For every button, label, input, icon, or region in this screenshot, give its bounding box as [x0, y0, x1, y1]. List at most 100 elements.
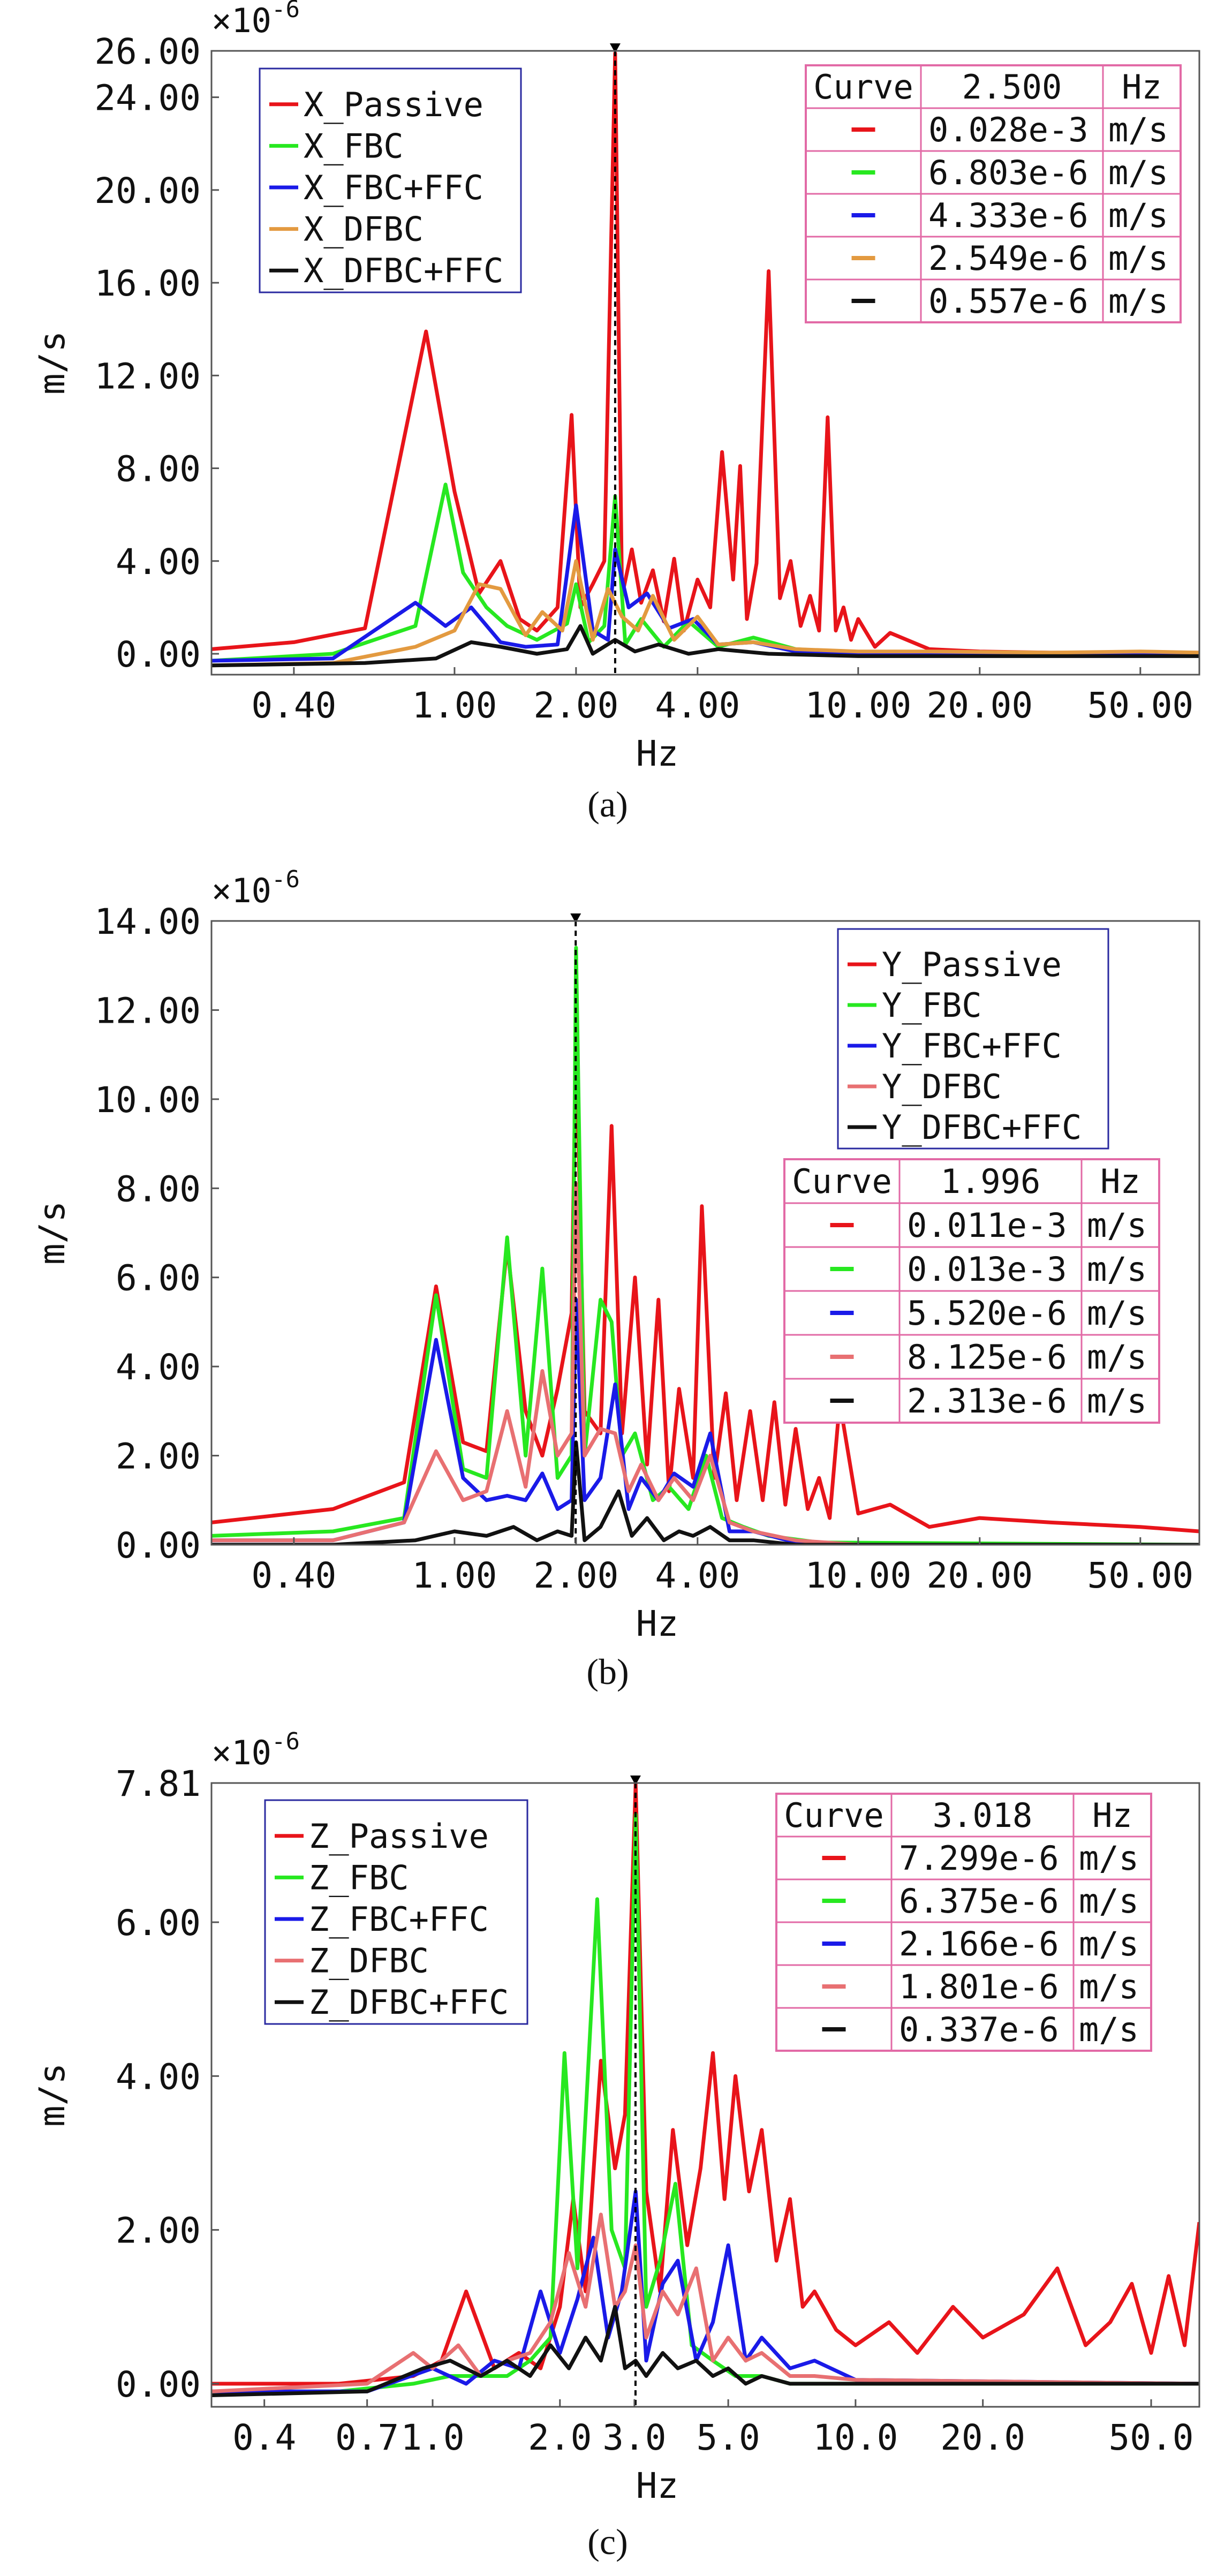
cursor-table-value: 2.166e-6 [899, 1924, 1059, 1963]
y-multiplier-exponent: -6 [271, 0, 300, 23]
legend-label: Y_DFBC [882, 1067, 1002, 1106]
cursor-table-header-cell: Hz [1100, 1162, 1140, 1201]
panel-caption: (a) [587, 784, 628, 825]
cursor-table-unit: m/s [1079, 2010, 1139, 2049]
cursor-table-unit: m/s [1087, 1381, 1147, 1421]
y-tick-label: 12.00 [94, 356, 201, 397]
y-tick-label: 0.00 [116, 634, 201, 675]
y-axis-label: m/s [32, 2063, 73, 2127]
cursor-table-value: 6.375e-6 [899, 1882, 1059, 1921]
cursor-table-header-cell: Curve [784, 1796, 884, 1835]
x-tick-label: 2.00 [533, 685, 618, 726]
legend-label: Y_DFBC+FFC [882, 1108, 1082, 1147]
y-tick-label: 6.00 [116, 1258, 201, 1299]
y-axis-label: m/s [32, 1201, 73, 1265]
chart-panel-2: 0.00 2.00 4.00 6.00 8.00 10.00 12.00 14.00 0.40 1… [32, 866, 1200, 1692]
panel-caption: (c) [587, 2521, 628, 2562]
cursor-table-value: 5.520e-6 [907, 1294, 1067, 1333]
cursor-marker-icon [630, 1776, 641, 1785]
x-tick-label: 4.00 [655, 1555, 740, 1596]
legend-label: X_DFBC [304, 210, 424, 249]
y-tick-label: 6.00 [116, 1902, 201, 1944]
series-line-x-fbc [211, 482, 1199, 663]
legend-label: X_Passive [304, 85, 483, 124]
y-tick-label: 0.00 [116, 2364, 201, 2405]
series-line-z-dfbc-ffc [211, 2305, 1199, 2397]
cursor-table: Curve 2.500 Hz 0.028e-3 m/s 6.803e-6 m/s 4.333e… [805, 64, 1182, 323]
y-tick-label: 8.00 [116, 1168, 201, 1210]
plot-frame [210, 920, 1200, 1546]
legend-box [259, 67, 522, 293]
cursor-table-unit: m/s [1108, 110, 1168, 149]
y-tick-label: 14.00 [94, 901, 201, 942]
cursor-table-value: 8.125e-6 [907, 1338, 1067, 1377]
cursor-table-value: 7.299e-6 [899, 1839, 1059, 1878]
legend-box [264, 1799, 528, 2025]
x-tick-label: 0.7 [335, 2417, 399, 2458]
x-tick-label: 0.40 [251, 685, 336, 726]
cursor-table-header-cell: Hz [1092, 1796, 1132, 1835]
cursor-table-value: 1.801e-6 [899, 1967, 1059, 2006]
legend-label: Z_FBC [309, 1858, 409, 1897]
x-tick-label: 50.00 [1087, 1555, 1193, 1596]
cursor-table-unit: m/s [1079, 1967, 1139, 2006]
cursor-table-value: 6.803e-6 [928, 153, 1089, 192]
chart-panel-3: 0.00 2.00 4.00 6.00 7.81 0.4 0.7 1.0 2.0 3.0 5.0 10… [32, 1728, 1200, 2562]
y-multiplier-base: ×10 [211, 1733, 271, 1772]
x-tick-label: 10.0 [813, 2417, 898, 2458]
y-axis-label: m/s [32, 331, 73, 395]
series-line-z-fbc-ffc [211, 2189, 1199, 2393]
cursor-table-value: 2.549e-6 [928, 239, 1089, 278]
x-axis-label: Hz [636, 1603, 678, 1644]
y-tick-label: 12.00 [94, 990, 201, 1031]
legend-box [837, 928, 1109, 1150]
series-line-y-fbc [211, 946, 1199, 1545]
plot-frame [210, 1782, 1200, 2408]
x-tick-label: 0.4 [232, 2417, 296, 2458]
x-tick-label: 2.0 [528, 2417, 592, 2458]
cursor-table-header-cell: Curve [813, 67, 913, 107]
x-tick-label: 1.00 [412, 685, 497, 726]
x-axis-label: Hz [636, 2465, 678, 2506]
plot-frame [210, 50, 1200, 676]
cursor-table-value: 0.011e-3 [907, 1206, 1067, 1245]
x-tick-label: 20.0 [940, 2417, 1025, 2458]
legend-label: Z_DFBC [309, 1942, 429, 1981]
y-tick-label: 16.00 [94, 263, 201, 304]
y-multiplier-exponent: -6 [271, 866, 300, 893]
y-multiplier: ×10-6 [211, 866, 300, 910]
cursor-table-unit: m/s [1087, 1294, 1147, 1333]
y-tick-label: 10.00 [94, 1079, 201, 1121]
legend-label: Z_Passive [309, 1817, 489, 1856]
cursor-table: Curve 3.018 Hz 7.299e-6 m/s 6.375e-6 m/s 2.166e… [775, 1793, 1152, 2052]
x-tick-label: 2.00 [533, 1555, 618, 1596]
y-tick-label: 8.00 [116, 449, 201, 490]
y-multiplier-exponent: -6 [271, 1728, 300, 1755]
cursor-table-value: 4.333e-6 [928, 196, 1089, 235]
cursor-table-header-cell: 2.500 [962, 67, 1062, 107]
x-tick-label: 10.00 [805, 685, 912, 726]
cursor-table-value: 0.337e-6 [899, 2010, 1059, 2049]
cursor-table-header-cell: Hz [1122, 67, 1162, 107]
legend-label: Z_DFBC+FFC [309, 1983, 509, 2022]
cursor-table-unit: m/s [1108, 282, 1168, 321]
series-line-x-dfbc [211, 559, 1199, 668]
cursor-table-unit: m/s [1108, 153, 1168, 192]
legend-label: X_DFBC+FFC [304, 251, 503, 290]
series-line-y-dfbc-ffc [211, 1440, 1199, 1545]
y-multiplier-base: ×10 [211, 871, 271, 910]
y-tick-label: 20.00 [94, 170, 201, 211]
cursor-table-header-cell: 3.018 [933, 1796, 1033, 1835]
legend-label: Y_FBC [882, 986, 982, 1025]
x-tick-label: 50.00 [1087, 685, 1193, 726]
cursor-table-header-cell: Curve [792, 1162, 892, 1201]
cursor-table-unit: m/s [1079, 1882, 1139, 1921]
cursor-table-unit: m/s [1087, 1338, 1147, 1377]
y-tick-label: 0.00 [116, 1525, 201, 1566]
y-tick-label: 24.00 [94, 78, 201, 119]
series-line-z-dfbc [211, 2212, 1199, 2393]
